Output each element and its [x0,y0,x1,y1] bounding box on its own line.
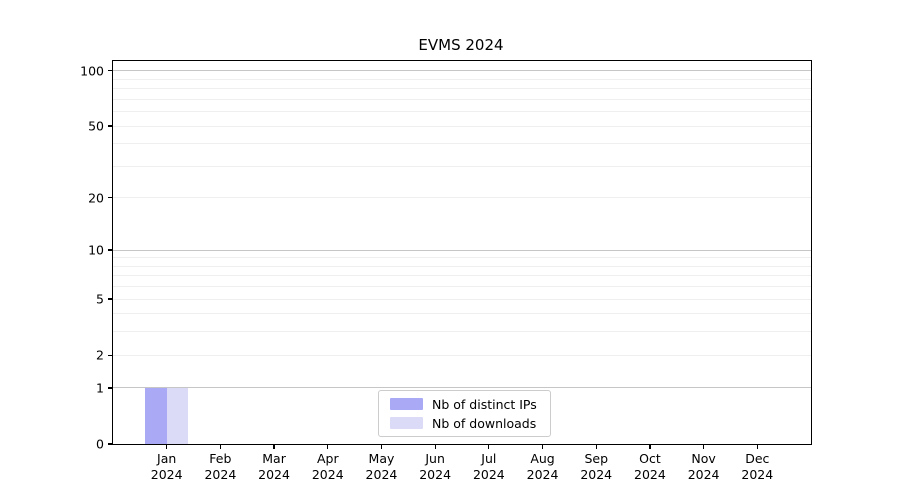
major-gridline [113,249,811,251]
x-tick-month: Feb [209,451,232,466]
legend-label: Nb of downloads [432,415,537,431]
x-tick-mark [166,444,168,449]
x-tick-year: 2024 [472,467,505,482]
x-tick-label: Dec 2024 [741,451,773,483]
x-tick-mark [756,444,758,449]
legend-label: Nb of distinct IPs [432,396,537,412]
bar [145,387,167,444]
y-tick-label: 5 [96,291,104,307]
x-tick-mark [702,444,705,449]
y-tick-label: 100 [80,63,104,79]
x-tick-year: 2024 [365,467,398,482]
x-tick-label: Aug 2024 [527,451,559,483]
x-tick-year: 2024 [311,467,344,482]
legend-entry: Nb of distinct IPs [390,397,550,412]
x-tick-mark [273,444,275,449]
y-tick-mark [108,387,113,389]
x-tick-month: Jun [425,451,445,466]
y-tick-mark [108,298,113,300]
x-tick-label: Sep 2024 [580,451,612,483]
minor-gridline [113,125,811,127]
y-tick-label: 2 [96,347,104,363]
x-tick-month: Jan [157,451,177,466]
x-tick-year: 2024 [150,467,183,482]
legend-swatch-icon [390,398,423,410]
y-tick-mark [108,125,113,127]
x-tick-label: May 2024 [366,451,398,483]
y-tick-label: 50 [88,118,104,134]
plot-area: 0 1 2 5 10 20 50 100 Jan 2024 Feb 2024 Mar 2024 Apr 20… [80,60,812,482]
x-tick-mark [434,444,436,449]
x-tick-label: Jan 2024 [151,451,183,483]
x-tick-mark [488,444,490,449]
major-gridline [113,70,811,72]
minor-gridline [113,143,811,145]
x-tick-month: Sep [584,451,608,466]
x-tick-year: 2024 [634,467,666,482]
y-tick-label: 0 [96,436,104,452]
x-tick-label: Jun 2024 [419,451,451,483]
x-tick-label: Jul 2024 [473,451,505,483]
x-tick-year: 2024 [204,467,237,482]
chart-title: EVMS 2024 [418,36,504,54]
x-tick-mark [649,444,651,449]
x-tick-month: Dec [745,451,770,466]
major-gridline [113,387,811,389]
minor-gridline [113,275,811,277]
minor-gridline [113,88,811,90]
legend-swatch-icon [390,417,423,429]
y-tick-label: 20 [88,190,104,206]
minor-gridline [113,331,811,333]
x-tick-mark [541,444,544,449]
minor-gridline [113,286,811,288]
x-tick-label: Mar 2024 [258,451,290,483]
x-tick-mark [380,444,383,449]
x-tick-mark [219,444,222,449]
minor-gridline [113,111,811,113]
x-tick-year: 2024 [580,467,613,482]
y-tick-mark [108,443,113,445]
x-tick-year: 2024 [687,467,720,482]
x-tick-month: Oct [639,451,661,466]
y-tick-label: 10 [88,242,104,258]
x-tick-label: Feb 2024 [204,451,236,483]
x-tick-month: Jul [481,451,497,466]
x-tick-month: Apr [316,451,339,466]
minor-gridline [113,257,811,259]
legend: Nb of distinct IPs Nb of downloads [378,390,551,437]
x-tick-label: Apr 2024 [312,451,344,483]
y-tick-label: 1 [96,380,104,396]
x-tick-year: 2024 [419,467,452,482]
x-tick-mark [595,444,597,449]
bar [166,387,189,444]
x-tick-label: Oct 2024 [634,451,666,483]
x-tick-mark [327,444,329,449]
minor-gridline [113,165,811,167]
minor-gridline [113,298,811,300]
x-tick-label: Nov 2024 [688,451,720,483]
minor-gridline [113,265,811,267]
x-tick-year: 2024 [526,467,559,482]
x-tick-month: Nov [691,451,716,466]
y-tick-mark [108,249,113,251]
x-tick-year: 2024 [258,467,290,482]
y-tick-mark [108,197,113,199]
y-tick-mark [108,354,113,356]
minor-gridline [113,197,811,199]
x-tick-year: 2024 [741,467,774,482]
minor-gridline [113,98,811,100]
minor-gridline [113,78,811,80]
x-tick-month: Mar [262,451,286,466]
x-tick-month: Aug [530,451,555,466]
minor-gridline [113,354,811,356]
x-tick-month: May [368,451,395,466]
y-tick-mark [108,70,113,72]
minor-gridline [113,313,811,315]
legend-entry: Nb of downloads [390,416,550,431]
